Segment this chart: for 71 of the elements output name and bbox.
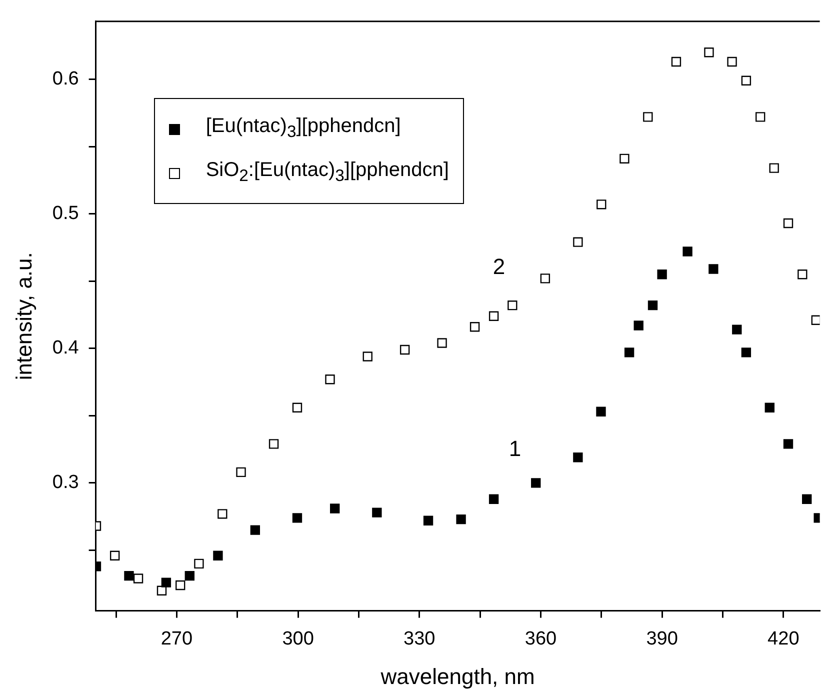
point (802, 494, 812, 504)
point (671, 56, 682, 67)
x-tick-label: 360 (524, 628, 557, 650)
point (133, 574, 144, 584)
point (704, 48, 714, 58)
point (156, 586, 167, 596)
point (423, 516, 434, 526)
x-tick-label: 420 (768, 628, 800, 650)
point (783, 439, 794, 449)
point (110, 550, 120, 560)
point (325, 374, 335, 384)
point (769, 163, 779, 173)
point (456, 514, 466, 524)
point (540, 274, 550, 284)
point (176, 580, 186, 590)
point (236, 467, 246, 478)
point (124, 570, 134, 581)
point (372, 508, 382, 518)
x-tick-label: 300 (282, 628, 314, 650)
x-tick-label: 270 (160, 628, 193, 650)
point (437, 338, 447, 348)
point (732, 324, 742, 334)
point (218, 509, 228, 519)
point (798, 270, 808, 280)
point (194, 558, 204, 569)
point (741, 76, 752, 86)
point (811, 315, 820, 325)
point (268, 439, 279, 449)
y-axis-title: intensity, a.u. (11, 252, 36, 380)
annotation: 1 (508, 436, 522, 462)
point (184, 570, 194, 581)
y-tick-label: 0.4 (52, 338, 80, 359)
annotation: 2 (492, 254, 506, 280)
point (488, 311, 499, 321)
point (682, 246, 692, 256)
point (508, 300, 518, 310)
point (573, 237, 583, 247)
point (596, 406, 606, 416)
point (213, 550, 223, 560)
point (531, 478, 541, 488)
point (624, 348, 634, 358)
point (643, 112, 653, 122)
legend-label: [Eu(ntac)$_{3}$][pphendcn] (206, 114, 401, 144)
point (400, 344, 410, 355)
point (657, 270, 667, 280)
point (708, 264, 718, 274)
x-tick-label: 390 (646, 628, 678, 650)
x-axis-title: wavelength, nm (380, 664, 535, 689)
point (596, 200, 606, 210)
y-tick-label: 0.5 (52, 203, 79, 224)
point (362, 352, 372, 362)
point (250, 525, 260, 535)
point (330, 504, 340, 514)
point (161, 578, 172, 588)
point (292, 513, 302, 523)
legend-label: SiO$_{2}$:[Eu(ntac)$_{3}$][pphendcn] (206, 158, 449, 188)
point (634, 320, 644, 330)
point (727, 56, 737, 67)
point (756, 112, 766, 122)
point (783, 218, 794, 228)
point (764, 402, 774, 412)
point (620, 154, 630, 164)
point (648, 300, 658, 310)
point (470, 322, 480, 332)
point (292, 402, 302, 412)
y-tick-label: 0.6 (52, 68, 79, 90)
point (741, 348, 752, 358)
y-tick-label: 0.3 (52, 472, 79, 494)
x-tick-label: 330 (404, 628, 436, 650)
point (573, 452, 583, 462)
point (488, 494, 499, 504)
